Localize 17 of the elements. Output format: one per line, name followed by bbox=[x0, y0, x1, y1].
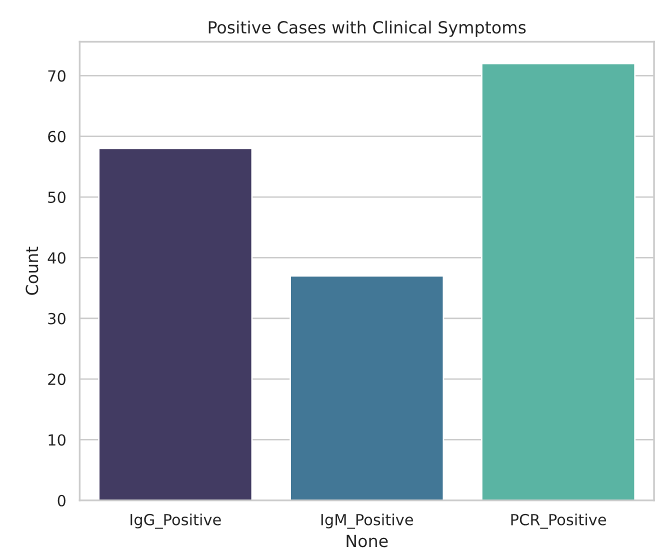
chart-title: Positive Cases with Clinical Symptoms bbox=[208, 20, 526, 37]
y-tick-label: 10 bbox=[48, 434, 66, 446]
y-tick-label: 40 bbox=[48, 252, 66, 264]
x-tick-label: IgG_Positive bbox=[130, 514, 221, 529]
y-axis-title: Count bbox=[26, 246, 38, 295]
bar bbox=[481, 62, 636, 500]
x-axis-title: None bbox=[346, 534, 388, 548]
y-tick-label: 60 bbox=[48, 130, 66, 142]
y-tick-label: 0 bbox=[58, 494, 66, 506]
x-tick-label: IgM_Positive bbox=[321, 514, 413, 529]
y-tick-label: 30 bbox=[48, 312, 66, 324]
bar bbox=[98, 148, 253, 500]
y-tick-label: 70 bbox=[48, 70, 66, 82]
bar bbox=[290, 275, 444, 500]
y-tick-label: 20 bbox=[48, 374, 66, 386]
x-tick-label: PCR_Positive bbox=[511, 514, 606, 529]
y-tick-label: 50 bbox=[48, 191, 66, 204]
